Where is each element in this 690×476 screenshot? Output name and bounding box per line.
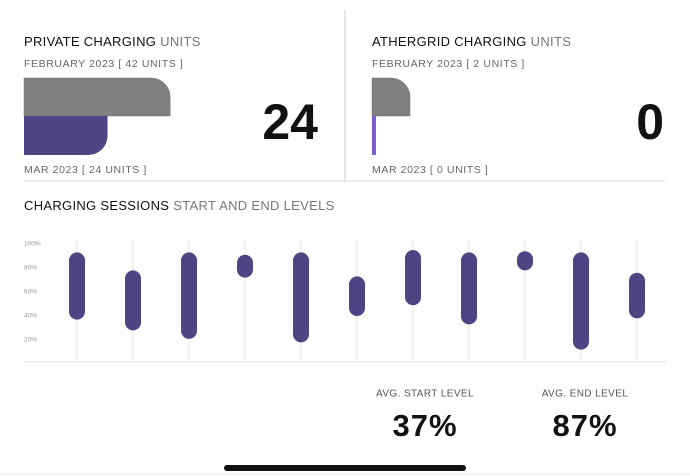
- panel-title-suffix: UNITS: [531, 34, 572, 49]
- previous-bar: [371, 77, 411, 117]
- stat-value: 37%: [392, 408, 457, 443]
- y-tick-label: 40%: [24, 313, 37, 320]
- previous-label: FEBRUARY 2023 [ 2 UNITS ]: [372, 58, 525, 70]
- session-bar: [181, 252, 197, 339]
- current-label: MAR 2023 [ 0 UNITS ]: [372, 164, 488, 176]
- current-value: 0: [636, 94, 664, 150]
- chart-title-main: CHARGING SESSIONS: [24, 198, 169, 213]
- stat-label: AVG. END LEVEL: [542, 389, 629, 400]
- current-bar: [372, 116, 376, 155]
- y-tick-label: 100%: [24, 241, 41, 248]
- y-tick-label: 20%: [24, 337, 37, 344]
- chart-title-suffix: START AND END LEVELS: [173, 198, 334, 213]
- stat-label: AVG. START LEVEL: [376, 389, 474, 400]
- session-bar: [405, 250, 421, 306]
- current-label: MAR 2023 [ 24 UNITS ]: [24, 164, 147, 176]
- home-indicator: [224, 465, 466, 471]
- panel-title: PRIVATE CHARGING UNITS: [24, 34, 201, 49]
- y-tick-label: 80%: [24, 265, 37, 272]
- session-bar: [349, 276, 365, 316]
- panel-title-main: PRIVATE CHARGING: [24, 34, 156, 49]
- session-bar: [237, 254, 253, 278]
- previous-bar: [23, 77, 171, 117]
- session-bar: [629, 272, 645, 319]
- panel-title-main: ATHERGRID CHARGING: [372, 34, 527, 49]
- session-bar: [517, 251, 533, 271]
- session-bar: [125, 270, 141, 331]
- session-bar: [573, 252, 589, 350]
- panel-title: ATHERGRID CHARGING UNITS: [372, 34, 571, 49]
- current-value: 24: [262, 94, 318, 150]
- panel-title-suffix: UNITS: [160, 34, 201, 49]
- current-bar: [24, 116, 108, 155]
- session-bar: [461, 252, 477, 325]
- stat-value: 87%: [552, 408, 617, 443]
- y-tick-label: 60%: [24, 289, 37, 296]
- previous-label: FEBRUARY 2023 [ 42 UNITS ]: [24, 58, 183, 70]
- session-bar: [69, 252, 85, 320]
- chart-title: CHARGING SESSIONS START AND END LEVELS: [24, 198, 335, 213]
- session-bar: [293, 252, 309, 343]
